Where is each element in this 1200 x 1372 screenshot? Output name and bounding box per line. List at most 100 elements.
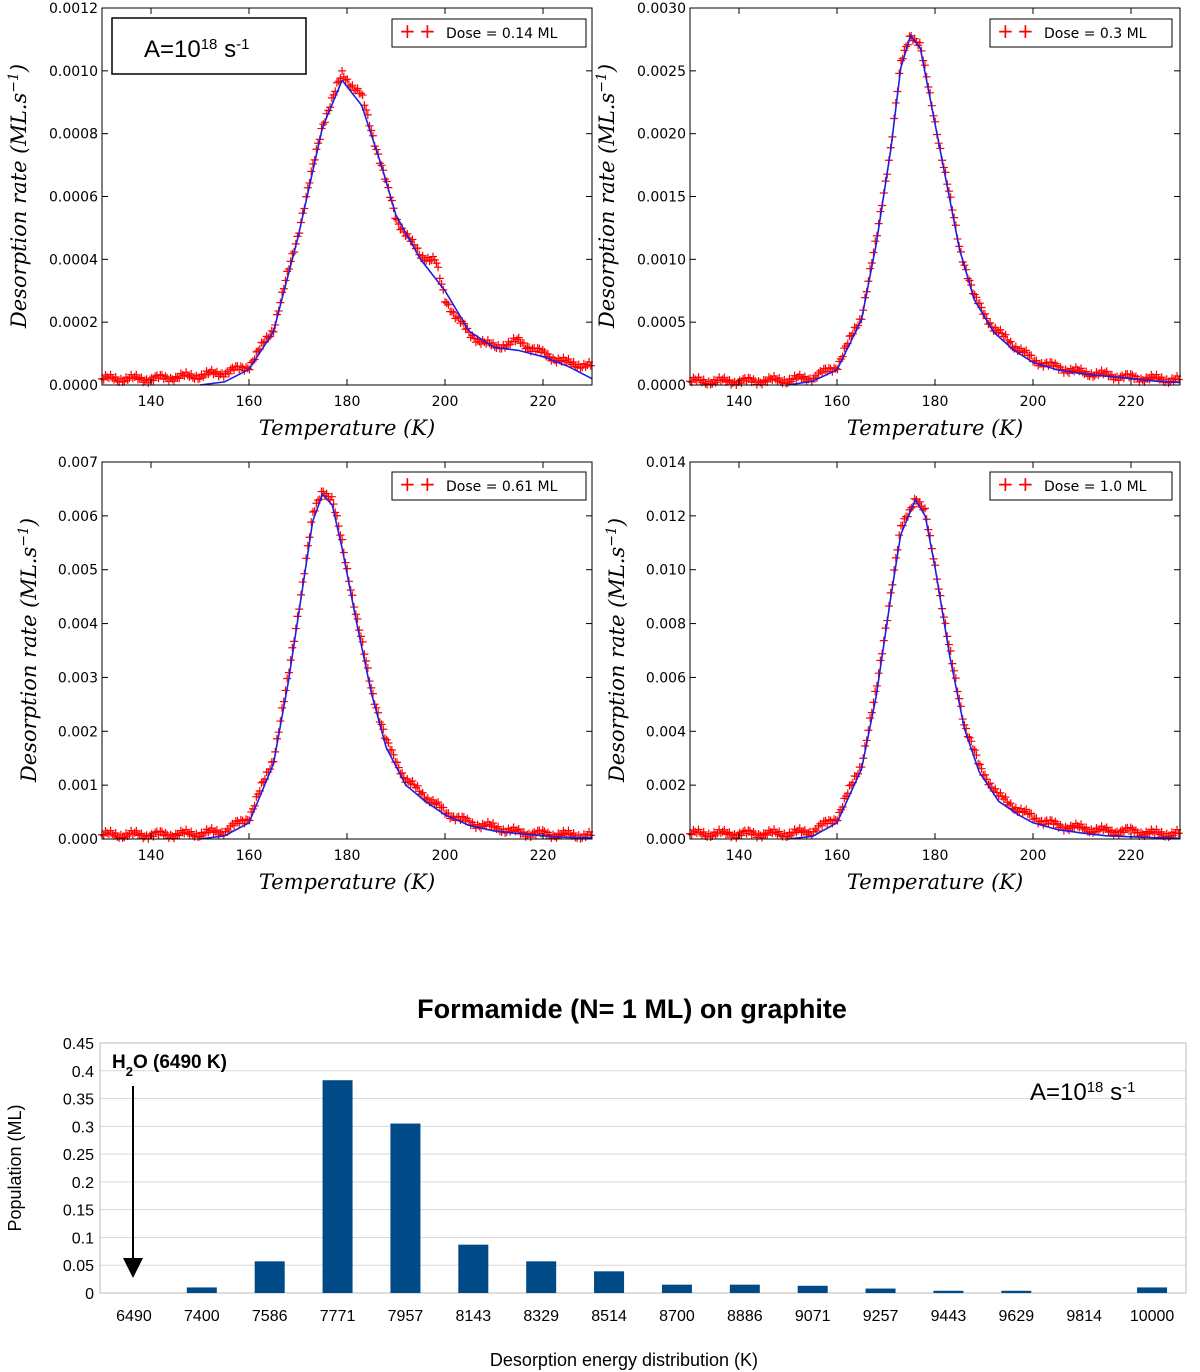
data-point — [120, 377, 129, 386]
data-point — [447, 307, 456, 316]
data-point — [1157, 373, 1166, 382]
data-point — [195, 374, 204, 383]
data-point — [716, 376, 725, 385]
plot-frame — [101, 461, 593, 840]
data-point — [156, 827, 165, 836]
y-tick-label: 0.0010 — [49, 64, 98, 80]
panel-marks — [686, 494, 1183, 842]
legend-marker-2: + — [419, 19, 436, 43]
data-point — [1027, 351, 1036, 360]
data-point — [511, 337, 520, 346]
data-point — [1125, 826, 1134, 835]
legend-box — [391, 471, 587, 501]
bar — [1001, 1290, 1032, 1293]
data-point — [951, 674, 960, 683]
data-point — [1016, 344, 1025, 353]
legend-marker-2: + — [1017, 472, 1034, 496]
bar-chart-title: Formamide (N= 1 ML) on graphite — [417, 994, 847, 1024]
data-point — [226, 365, 235, 374]
bar — [797, 1285, 828, 1293]
x-tick-label: 180 — [922, 394, 949, 410]
data-point — [761, 377, 770, 386]
data-point — [775, 374, 784, 383]
data-point — [696, 376, 705, 385]
legend-label: Dose = 0.14 ML — [446, 26, 558, 42]
bar — [186, 1287, 217, 1293]
plot-frame — [689, 461, 1181, 840]
data-point — [1051, 359, 1060, 368]
data-point — [230, 366, 239, 375]
tpd-panel-dose-1.0: 140 160 180 200 220 0.0000.0020.0040.0060.00… — [604, 455, 1183, 894]
data-point — [128, 830, 137, 839]
fit-line — [787, 33, 1181, 386]
data-point — [540, 827, 549, 836]
data-point — [788, 375, 797, 384]
data-point — [759, 829, 768, 838]
data-point — [211, 827, 220, 836]
data-point — [356, 89, 365, 98]
y-tick-label: 0.006 — [58, 509, 98, 525]
plot-frame — [99, 1042, 1187, 1294]
y-tick-label: 0.007 — [58, 455, 98, 471]
data-point — [1137, 374, 1146, 383]
data-point — [485, 820, 494, 829]
y-tick-label: 0.010 — [646, 563, 686, 579]
y-tick-label: 0.005 — [58, 563, 98, 579]
bar — [594, 1271, 625, 1293]
data-point — [423, 793, 432, 802]
y-tick-label: 0.0006 — [49, 190, 98, 206]
data-point — [1077, 364, 1086, 373]
data-point — [348, 81, 357, 90]
data-point — [183, 371, 192, 380]
data-point — [489, 819, 498, 828]
data-point — [411, 783, 420, 792]
data-point — [1106, 826, 1115, 835]
data-point — [356, 632, 365, 641]
data-point — [818, 369, 827, 378]
legend-label: Dose = 1.0 ML — [1044, 479, 1147, 495]
bar — [322, 1080, 353, 1293]
legend-label: Dose = 0.3 ML — [1044, 26, 1147, 42]
x-tick-label: 140 — [138, 848, 165, 864]
data-point — [434, 798, 443, 807]
data-point — [278, 703, 287, 712]
data-point — [236, 362, 245, 371]
data-point — [519, 339, 528, 348]
data-point — [135, 374, 144, 383]
legend-marker-2: + — [1017, 19, 1034, 43]
plot-frame — [689, 7, 1181, 386]
data-point — [694, 825, 703, 834]
x-tick-label: 200 — [1020, 848, 1047, 864]
data-point — [180, 372, 189, 381]
legend: + + Dose = 1.0 ML — [989, 471, 1173, 501]
y-tick-label: 0.25 — [63, 1147, 94, 1164]
data-point — [830, 815, 839, 824]
data-point — [771, 375, 780, 384]
data-point — [230, 821, 239, 830]
data-point — [1022, 805, 1031, 814]
data-point — [428, 252, 437, 261]
y-ticks: 0.000 0.001 0.002 0.003 0.004 0.005 0.006 0.007 — [58, 455, 592, 848]
data-point — [759, 376, 768, 385]
data-point — [746, 374, 755, 383]
data-point — [453, 312, 462, 321]
data-point — [1102, 367, 1111, 376]
y-tick-label: 0.0002 — [49, 315, 98, 331]
data-point — [362, 657, 371, 666]
data-point — [194, 375, 203, 384]
x-tick-label: 140 — [726, 394, 753, 410]
x-tick-label: 9629 — [999, 1308, 1035, 1325]
data-point — [1094, 827, 1103, 836]
data-point — [166, 373, 175, 382]
y-tick-label: 0.3 — [72, 1119, 94, 1136]
y-ticks: 0.0000 0.0005 0.0010 0.0015 0.0020 0.0025 0.00… — [637, 1, 1180, 394]
legend-label: Dose = 0.61 ML — [446, 479, 558, 495]
data-point — [283, 674, 292, 683]
y-tick-label: 0.35 — [63, 1092, 94, 1109]
y-axis-label: Desorption rate (ML.s−1) — [6, 64, 31, 329]
data-point — [459, 813, 468, 822]
bar — [526, 1261, 557, 1293]
data-point — [281, 686, 290, 695]
data-point — [470, 334, 479, 343]
data-point — [242, 815, 251, 824]
